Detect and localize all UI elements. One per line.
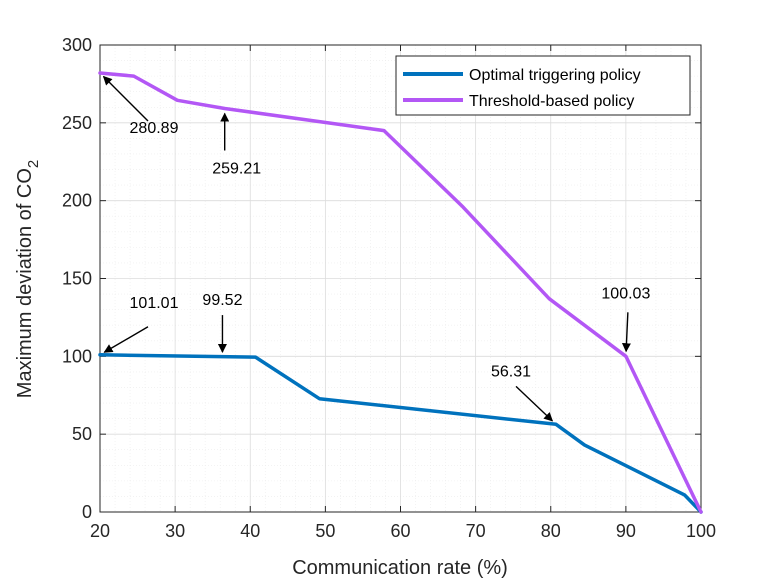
annotation-arrow [621, 312, 631, 353]
legend-box [395, 55, 691, 116]
annotation-arrow [103, 326, 149, 353]
x-tick-label: 100 [686, 521, 716, 541]
y-axis-ticks: 0 50 100 150 200 250 300 [62, 35, 701, 522]
annotations: 280.89 259.21 101.01 99.52 56.31 100.03 [102, 75, 650, 422]
annotation-label: 259.21 [212, 160, 261, 177]
annotation-label: 280.89 [130, 120, 179, 137]
series-layer [98, 71, 703, 514]
annotation-label: 101.01 [130, 295, 179, 312]
series-line-optimal [98, 353, 703, 514]
y-tick-label: 300 [62, 35, 92, 55]
y-tick-label: 100 [62, 346, 92, 366]
x-tick-label: 30 [165, 521, 185, 541]
y-tick-label: 200 [62, 191, 92, 211]
y-axis-label-subscript: 2 [25, 160, 42, 168]
annotation-label: 56.31 [491, 363, 531, 380]
annotation-label: 99.52 [202, 292, 242, 309]
legend-label-threshold: Threshold-based policy [469, 93, 634, 110]
y-tick-label: 150 [62, 269, 92, 289]
y-tick-label: 250 [62, 113, 92, 133]
legend-label-optimal: Optimal triggering policy [469, 67, 641, 84]
x-tick-label: 40 [240, 521, 260, 541]
y-axis-label: Maximum deviation of CO2 [14, 160, 42, 398]
x-axis-label: Communication rate (%) [292, 557, 508, 579]
x-tick-label: 20 [90, 521, 110, 541]
x-tick-label: 60 [390, 521, 410, 541]
annotation-arrow [515, 385, 554, 422]
y-tick-label: 0 [82, 502, 92, 522]
x-tick-label: 90 [616, 521, 636, 541]
y-tick-label: 50 [72, 424, 92, 444]
x-axis-ticks: 20 30 40 50 60 70 80 90 100 [90, 45, 716, 541]
series-line-threshold [98, 71, 703, 514]
x-tick-label: 70 [466, 521, 486, 541]
annotation-arrow [102, 75, 149, 122]
x-tick-label: 80 [541, 521, 561, 541]
annotation-label: 100.03 [601, 285, 650, 302]
x-tick-label: 50 [315, 521, 335, 541]
legend: Optimal triggering policy Threshold-base… [395, 55, 691, 116]
y-axis-label-main: Maximum deviation of CO [14, 168, 36, 398]
